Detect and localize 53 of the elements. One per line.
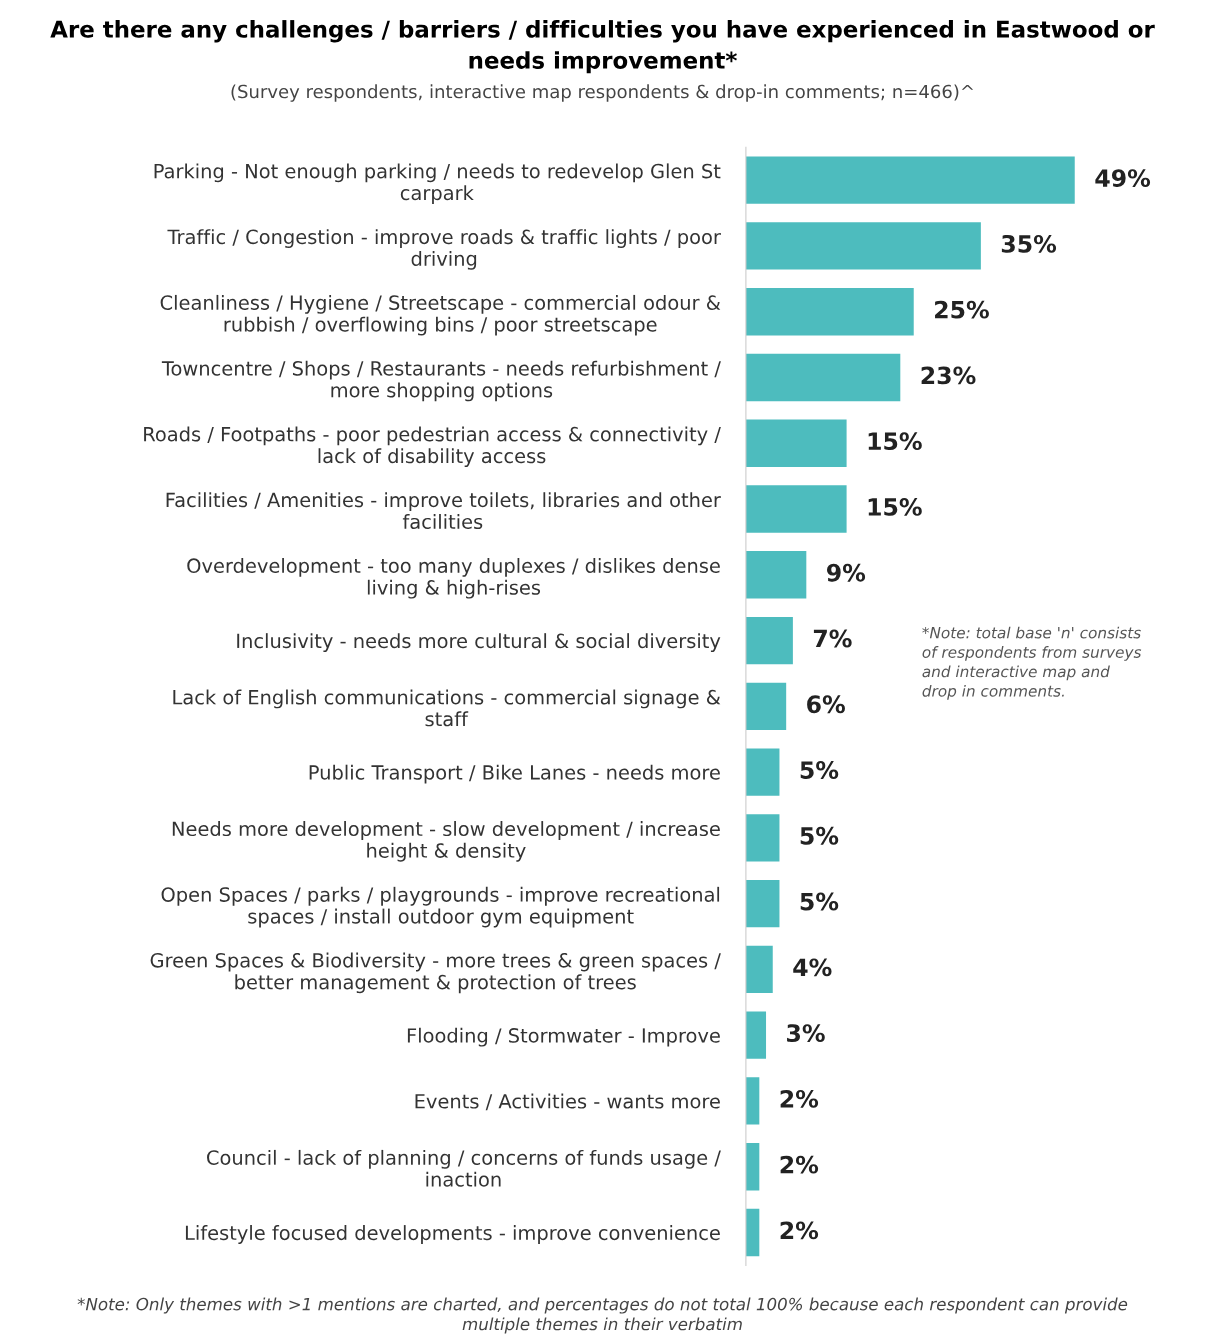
data-label: 5% [800,761,839,779]
y-tick-label: Needs more development - slow development / increase height & density [172,821,720,862]
bar [745,1011,767,1059]
bar [745,879,780,928]
data-label: 23% [921,366,976,385]
data-label: 7% [813,629,852,648]
data-label: 6% [807,695,845,714]
y-tick-label: Parking - Not enough parking / needs to redevelop Glen St carpark [154,163,721,204]
bar [745,156,1075,204]
bar [745,222,981,270]
y-tick-label: Overdevelopment - too many duplexes / dislikes dense living & high-rises [187,557,720,599]
y-tick-label: Flooding / Stormwater - Improve [407,1027,720,1047]
y-tick-label: Traffic / Congestion - improve roads & traffic lights / poor driving [167,229,721,270]
y-tick-label: Inclusivity - needs more cultural & social diversity [237,633,721,652]
data-label: 49% [1095,169,1151,188]
bar [745,1077,760,1125]
data-label: 5% [800,826,839,845]
bar [745,616,793,665]
bar [745,353,901,402]
bar [745,419,847,467]
data-label: 5% [800,892,839,911]
bar [745,682,787,730]
data-label: 2% [780,1155,819,1174]
y-tick-label: Towncentre / Shops / Restaurants - needs refurbishment / more shopping options [161,360,721,402]
y-tick-label: Cleanliness / Hygiene / Streetscape - commercial odour & rubbish / overflowing bins / poor streetscape [160,294,721,336]
data-label: 4% [793,958,832,977]
y-tick-label: Green Spaces & Biodiversity - more trees & green spaces / better management & protection of trees [150,952,721,994]
data-label: 2% [780,1089,819,1108]
data-label: 15% [868,498,922,516]
data-label: 25% [935,300,989,319]
y-tick-label: Events / Activities - wants more [415,1093,720,1111]
bar [745,945,773,994]
data-label: 9% [826,563,866,582]
y-tick-label: Public Transport / Bike Lanes - needs more [309,764,720,784]
data-label: 3% [787,1024,825,1043]
bar [745,814,780,862]
y-tick-label: Council - lack of planning / concerns of funds usage / inaction [207,1149,721,1187]
bar [745,288,914,336]
data-label: 2% [780,1221,819,1240]
y-tick-label: Facilities / Amenities - improve toilets, libraries and other facilities [166,492,721,530]
y-tick-label: Lifestyle focused developments - improve convenience [185,1225,720,1244]
data-label: 15% [868,432,922,451]
y-tick-label: Lack of English communications - commercial signage & staff [173,689,721,727]
annotation: *Note: total base 'n' consists of respondents from surveys and interactive map and drop in comments. [922,626,1142,700]
chart-title: Are there any challenges / barriers / difficulties you have experienced in Eastwood or needs improvement* [50,20,1155,74]
bar [745,485,847,533]
chart-subtitle: (Survey respondents, interactive map respondents & drop-in comments; n=466)^ [231,84,974,102]
bar [745,748,780,796]
y-tick-label: Roads / Footpaths - poor pedestrian access & connectivity / lack of disability access [144,426,721,468]
y-tick-label: Open Spaces / parks / playgrounds - improve recreational spaces / install outdoor gym equipment [161,886,720,928]
bar [745,551,807,599]
text: *Note: Only themes with >1 mentions are charted, and percentages do not total 100% because each respondent can provide multiple themes in their verbatim [77,1297,1128,1334]
data-label: 35% [1001,234,1057,253]
